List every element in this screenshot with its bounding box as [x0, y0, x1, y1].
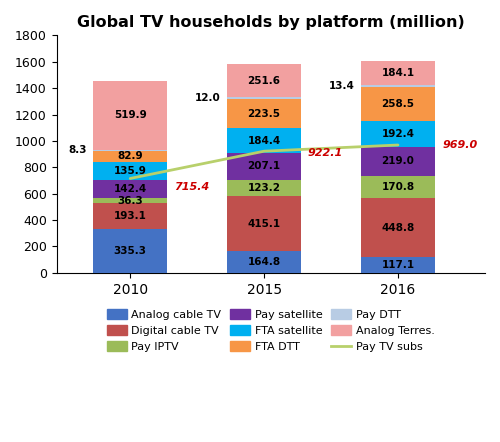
Text: 135.9: 135.9: [114, 166, 146, 175]
Bar: [228, 99, 301, 129]
Text: 170.8: 170.8: [382, 182, 414, 192]
Text: 335.3: 335.3: [114, 246, 146, 256]
Text: 969.0: 969.0: [443, 140, 478, 150]
Bar: [94, 149, 167, 151]
Text: 117.1: 117.1: [382, 260, 414, 270]
Text: 207.1: 207.1: [248, 161, 280, 171]
Bar: [94, 203, 167, 229]
Text: 184.1: 184.1: [382, 69, 414, 78]
Bar: [94, 229, 167, 273]
Text: 223.5: 223.5: [248, 109, 280, 118]
Text: 415.1: 415.1: [248, 219, 280, 229]
Text: 184.4: 184.4: [248, 136, 280, 145]
Bar: [228, 196, 301, 251]
Bar: [94, 198, 167, 203]
Bar: [361, 257, 435, 273]
Bar: [361, 122, 435, 147]
Bar: [228, 251, 301, 273]
Text: 123.2: 123.2: [248, 183, 280, 193]
Text: 519.9: 519.9: [114, 110, 146, 120]
Text: 142.4: 142.4: [114, 184, 147, 194]
Bar: [361, 147, 435, 175]
Text: 12.0: 12.0: [195, 93, 220, 103]
Bar: [94, 162, 167, 179]
Bar: [228, 97, 301, 99]
Text: 219.0: 219.0: [382, 156, 414, 166]
Text: 448.8: 448.8: [382, 223, 414, 233]
Text: 715.4: 715.4: [174, 183, 209, 192]
Bar: [361, 198, 435, 257]
Bar: [94, 151, 167, 162]
Text: 922.1: 922.1: [308, 148, 343, 157]
Text: 193.1: 193.1: [114, 211, 146, 221]
Text: 36.3: 36.3: [118, 196, 143, 206]
Text: 258.5: 258.5: [382, 99, 414, 109]
Bar: [94, 179, 167, 198]
Text: 13.4: 13.4: [328, 81, 354, 91]
Bar: [361, 87, 435, 122]
Bar: [228, 153, 301, 180]
Bar: [361, 85, 435, 87]
Text: 8.3: 8.3: [68, 145, 86, 155]
Bar: [228, 64, 301, 97]
Title: Global TV households by platform (million): Global TV households by platform (millio…: [77, 15, 464, 30]
Bar: [228, 180, 301, 196]
Bar: [228, 129, 301, 153]
Bar: [94, 81, 167, 149]
Text: 251.6: 251.6: [248, 76, 280, 86]
Legend: Analog cable TV, Digital cable TV, Pay IPTV, Pay satellite, FTA satellite, FTA D: Analog cable TV, Digital cable TV, Pay I…: [107, 309, 434, 352]
Text: 164.8: 164.8: [248, 257, 280, 267]
Text: 192.4: 192.4: [382, 129, 414, 139]
Bar: [361, 175, 435, 198]
Text: 82.9: 82.9: [118, 151, 143, 161]
Bar: [361, 61, 435, 85]
